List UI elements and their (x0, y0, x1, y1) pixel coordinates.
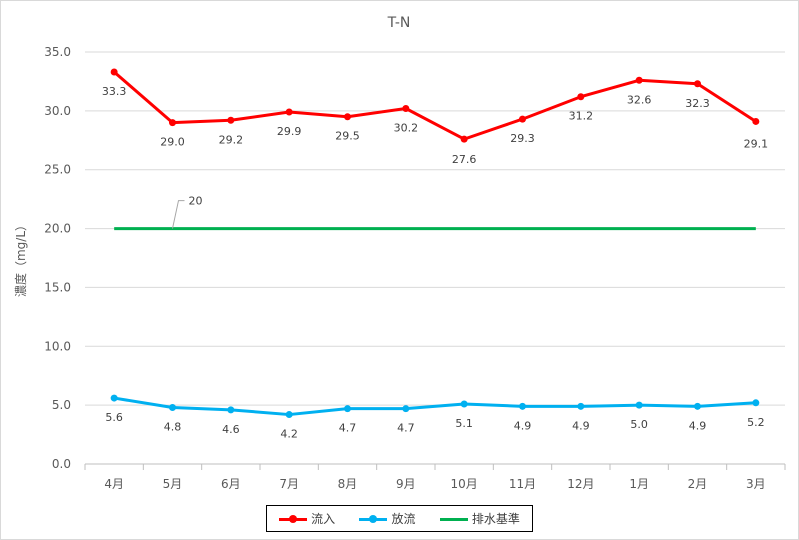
y-tick-label: 15.0 (44, 280, 71, 294)
data-point (344, 405, 351, 413)
legend-item-outflow: 放流 (359, 510, 416, 527)
series-group (110, 68, 760, 419)
y-tick-label: 0.0 (52, 457, 71, 471)
x-tick-label: 10月 (451, 477, 478, 491)
data-label: 33.3 (102, 85, 127, 98)
y-tick-label: 35.0 (44, 45, 71, 59)
callout-leader (172, 200, 185, 229)
data-point (694, 80, 701, 88)
data-label: 29.5 (335, 130, 360, 143)
data-point (519, 115, 526, 123)
x-tick-label: 1月 (629, 477, 649, 491)
data-label: 32.6 (627, 93, 652, 106)
y-tick-label: 5.0 (52, 398, 71, 412)
data-label: 4.9 (514, 419, 532, 432)
x-tick-label: 7月 (279, 477, 299, 491)
x-tick-label: 4月 (104, 477, 124, 491)
data-label: 5.0 (630, 418, 648, 431)
data-label: 4.7 (339, 422, 357, 435)
data-label: 29.0 (160, 136, 185, 149)
x-tick-label: 11月 (509, 477, 536, 491)
data-point (169, 403, 176, 411)
legend: 流入 放流 排水基準 (266, 505, 533, 532)
x-tick-label: 6月 (221, 477, 241, 491)
data-label: 4.7 (397, 422, 415, 435)
data-label: 27.6 (452, 153, 477, 166)
data-point (694, 402, 701, 410)
series-line (113, 70, 757, 141)
data-point (169, 119, 176, 127)
data-point (577, 93, 585, 101)
y-axis-label: 濃度（mg/L） (13, 219, 28, 297)
data-point (402, 105, 410, 113)
data-point (285, 411, 293, 419)
data-label: 30.2 (394, 122, 419, 135)
data-point (227, 406, 235, 414)
legend-label-outflow: 放流 (391, 512, 416, 526)
y-tick-label: 10.0 (44, 339, 71, 353)
data-point (752, 399, 760, 407)
data-label: 29.2 (219, 133, 244, 146)
y-tick-label: 30.0 (44, 104, 71, 118)
x-tick-label: 5月 (163, 477, 183, 491)
data-point (752, 117, 760, 125)
x-tick-label: 9月 (396, 477, 416, 491)
data-label: 5.6 (105, 411, 123, 424)
data-label: 29.1 (744, 137, 769, 150)
data-point (227, 116, 235, 124)
data-point (577, 402, 585, 410)
data-point (110, 68, 118, 76)
legend-item-standard: 排水基準 (439, 510, 520, 527)
series-line (113, 396, 756, 417)
data-labels: 33.3 29.0 29.2 29.9 29.5 30.2 27.6 29.3 31.2 32.6… (102, 85, 768, 441)
x-tick-label: 12月 (567, 477, 594, 491)
data-label: 32.3 (685, 97, 710, 110)
data-point (519, 402, 526, 410)
data-label: 29.3 (510, 132, 535, 145)
data-label: 29.9 (277, 125, 302, 138)
data-label: 4.6 (222, 423, 240, 436)
data-point (285, 108, 293, 116)
data-point (635, 76, 643, 84)
x-tick-label: 8月 (338, 477, 358, 491)
legend-label-standard: 排水基準 (471, 512, 520, 526)
data-point (635, 401, 643, 409)
data-label: 4.9 (689, 419, 707, 432)
legend-item-inflow: 流入 (279, 510, 335, 527)
legend-swatch-outflow (359, 513, 388, 525)
gridlines (85, 51, 785, 465)
x-tick-label: 2月 (688, 477, 708, 491)
data-point (344, 113, 351, 121)
axes: 0.0 5.0 10.0 15.0 20.0 25.0 30.0 35.0 4月 5月 6月 7月 8月… (44, 45, 786, 491)
data-label: 4.8 (164, 420, 182, 433)
callout-label: 20 (189, 195, 203, 208)
x-tick-label: 3月 (746, 477, 766, 491)
data-label: 31.2 (569, 110, 594, 123)
data-point (110, 394, 118, 402)
y-tick-label: 25.0 (44, 163, 71, 177)
data-label: 4.2 (280, 428, 298, 441)
y-tick-label: 20.0 (44, 222, 71, 236)
legend-swatch-inflow (279, 513, 308, 525)
data-point (402, 405, 410, 413)
chart-title: T-N (387, 15, 411, 31)
data-point (460, 135, 468, 143)
legend-label-inflow: 流入 (311, 512, 336, 526)
legend-swatch-standard (439, 513, 468, 525)
data-point (460, 400, 468, 408)
data-label: 4.9 (572, 419, 590, 432)
data-label: 5.2 (747, 416, 765, 429)
data-label: 5.1 (455, 417, 473, 430)
